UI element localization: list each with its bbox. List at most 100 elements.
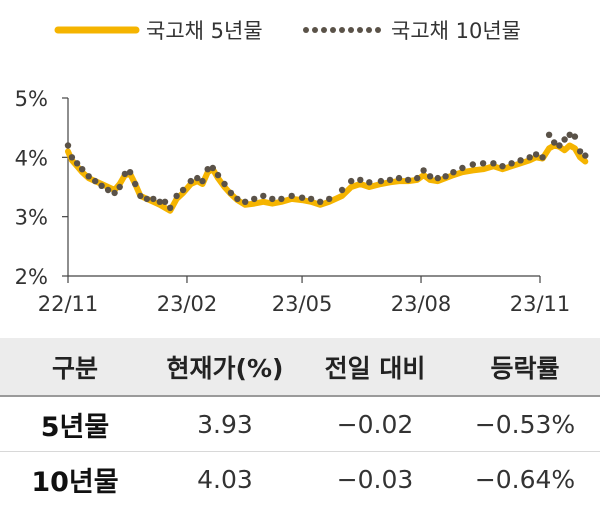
series-point-10y <box>74 160 80 166</box>
cell-current-price: 4.03 <box>150 452 300 506</box>
legend-swatch-10y <box>303 27 381 33</box>
legend-dot <box>339 27 345 33</box>
series-point-10y <box>508 160 514 166</box>
series-point-10y <box>251 196 257 202</box>
series-point-10y <box>339 187 345 193</box>
series-point-10y <box>137 193 143 199</box>
series-point-10y <box>577 148 583 154</box>
series-point-10y <box>572 133 578 139</box>
series-point-10y <box>188 178 194 184</box>
series-point-10y <box>111 190 117 196</box>
legend-dot <box>366 27 372 33</box>
series-point-10y <box>173 193 179 199</box>
table-header-row: 구분 현재가(%) 전일 대비 등락률 <box>0 338 600 396</box>
x-tick-label: 23/11 <box>510 292 571 316</box>
series-point-10y <box>582 152 588 158</box>
series-point-10y <box>326 196 332 202</box>
series-point-10y <box>561 136 567 142</box>
series-point-10y <box>517 157 523 163</box>
series-point-10y <box>527 154 533 160</box>
y-tick-label: 3% <box>15 206 48 230</box>
series-point-10y <box>215 172 221 178</box>
series-point-10y <box>378 178 384 184</box>
series-point-10y <box>414 175 420 181</box>
series-point-10y <box>546 132 552 138</box>
series-point-10y <box>427 173 433 179</box>
series-point-10y <box>278 196 284 202</box>
x-tick-label: 22/11 <box>38 292 99 316</box>
row-label-5y: 5년물 <box>0 396 150 452</box>
series-point-10y <box>420 167 426 173</box>
cell-change-rate: −0.64% <box>450 452 600 506</box>
series-point-10y <box>348 178 354 184</box>
table-row: 10년물 4.03 −0.03 −0.64% <box>0 452 600 506</box>
legend-dot <box>375 27 381 33</box>
series-point-10y <box>199 178 205 184</box>
series-point-10y <box>92 178 98 184</box>
series-point-10y <box>132 181 138 187</box>
series-point-10y <box>260 193 266 199</box>
series-point-10y <box>210 165 216 171</box>
series-point-10y <box>299 195 305 201</box>
series-point-10y <box>539 154 545 160</box>
series-point-10y <box>405 177 411 183</box>
series-point-10y <box>69 154 75 160</box>
series-point-10y <box>396 175 402 181</box>
series-point-10y <box>357 177 363 183</box>
chart-legend: 국고채 5년물 국고채 10년물 <box>58 19 521 43</box>
yield-summary-table: 구분 현재가(%) 전일 대비 등락률 5년물 3.93 −0.02 −0.53… <box>0 338 600 506</box>
header-current-price: 현재가(%) <box>150 338 300 396</box>
series-point-10y <box>556 142 562 148</box>
series-point-10y <box>117 184 123 190</box>
series-point-10y <box>442 173 448 179</box>
series-point-10y <box>435 175 441 181</box>
x-tick-label: 23/02 <box>157 292 218 316</box>
cell-change: −0.03 <box>300 452 450 506</box>
y-tick-label: 2% <box>15 265 48 289</box>
series-point-10y <box>150 196 156 202</box>
series-point-10y <box>387 177 393 183</box>
row-label-10y: 10년물 <box>0 452 150 506</box>
series-point-10y <box>162 199 168 205</box>
series-point-10y <box>366 179 372 185</box>
legend-dot <box>348 27 354 33</box>
legend-label-5y: 국고채 5년물 <box>146 19 263 43</box>
series-point-10y <box>180 187 186 193</box>
series-point-10y <box>499 163 505 169</box>
series-point-10y <box>234 196 240 202</box>
cell-change-rate: −0.53% <box>450 396 600 452</box>
series-point-10y <box>242 199 248 205</box>
header-category: 구분 <box>0 338 150 396</box>
cell-change: −0.02 <box>300 396 450 452</box>
series-point-10y <box>289 193 295 199</box>
series-point-10y <box>167 205 173 211</box>
legend-dot <box>303 27 309 33</box>
series-point-10y <box>470 161 476 167</box>
table-row: 5년물 3.93 −0.02 −0.53% <box>0 396 600 452</box>
x-tick-label: 23/08 <box>391 292 452 316</box>
chart-series <box>65 132 589 211</box>
series-point-10y <box>459 165 465 171</box>
series-point-10y <box>127 169 133 175</box>
series-point-10y <box>79 166 85 172</box>
series-point-10y <box>269 196 275 202</box>
x-tick-label: 23/05 <box>272 292 333 316</box>
header-change-rate: 등락률 <box>450 338 600 396</box>
header-change: 전일 대비 <box>300 338 450 396</box>
legend-dot <box>321 27 327 33</box>
series-point-10y <box>98 183 104 189</box>
series-point-10y <box>450 169 456 175</box>
series-point-10y <box>533 151 539 157</box>
legend-label-10y: 국고채 10년물 <box>391 19 521 43</box>
series-point-10y <box>228 190 234 196</box>
series-point-10y <box>144 196 150 202</box>
series-point-10y <box>221 181 227 187</box>
series-point-10y <box>308 196 314 202</box>
legend-dot <box>312 27 318 33</box>
legend-dot <box>357 27 363 33</box>
y-tick-label: 4% <box>15 146 48 170</box>
cell-current-price: 3.93 <box>150 396 300 452</box>
series-point-10y <box>480 160 486 166</box>
series-point-10y <box>490 160 496 166</box>
